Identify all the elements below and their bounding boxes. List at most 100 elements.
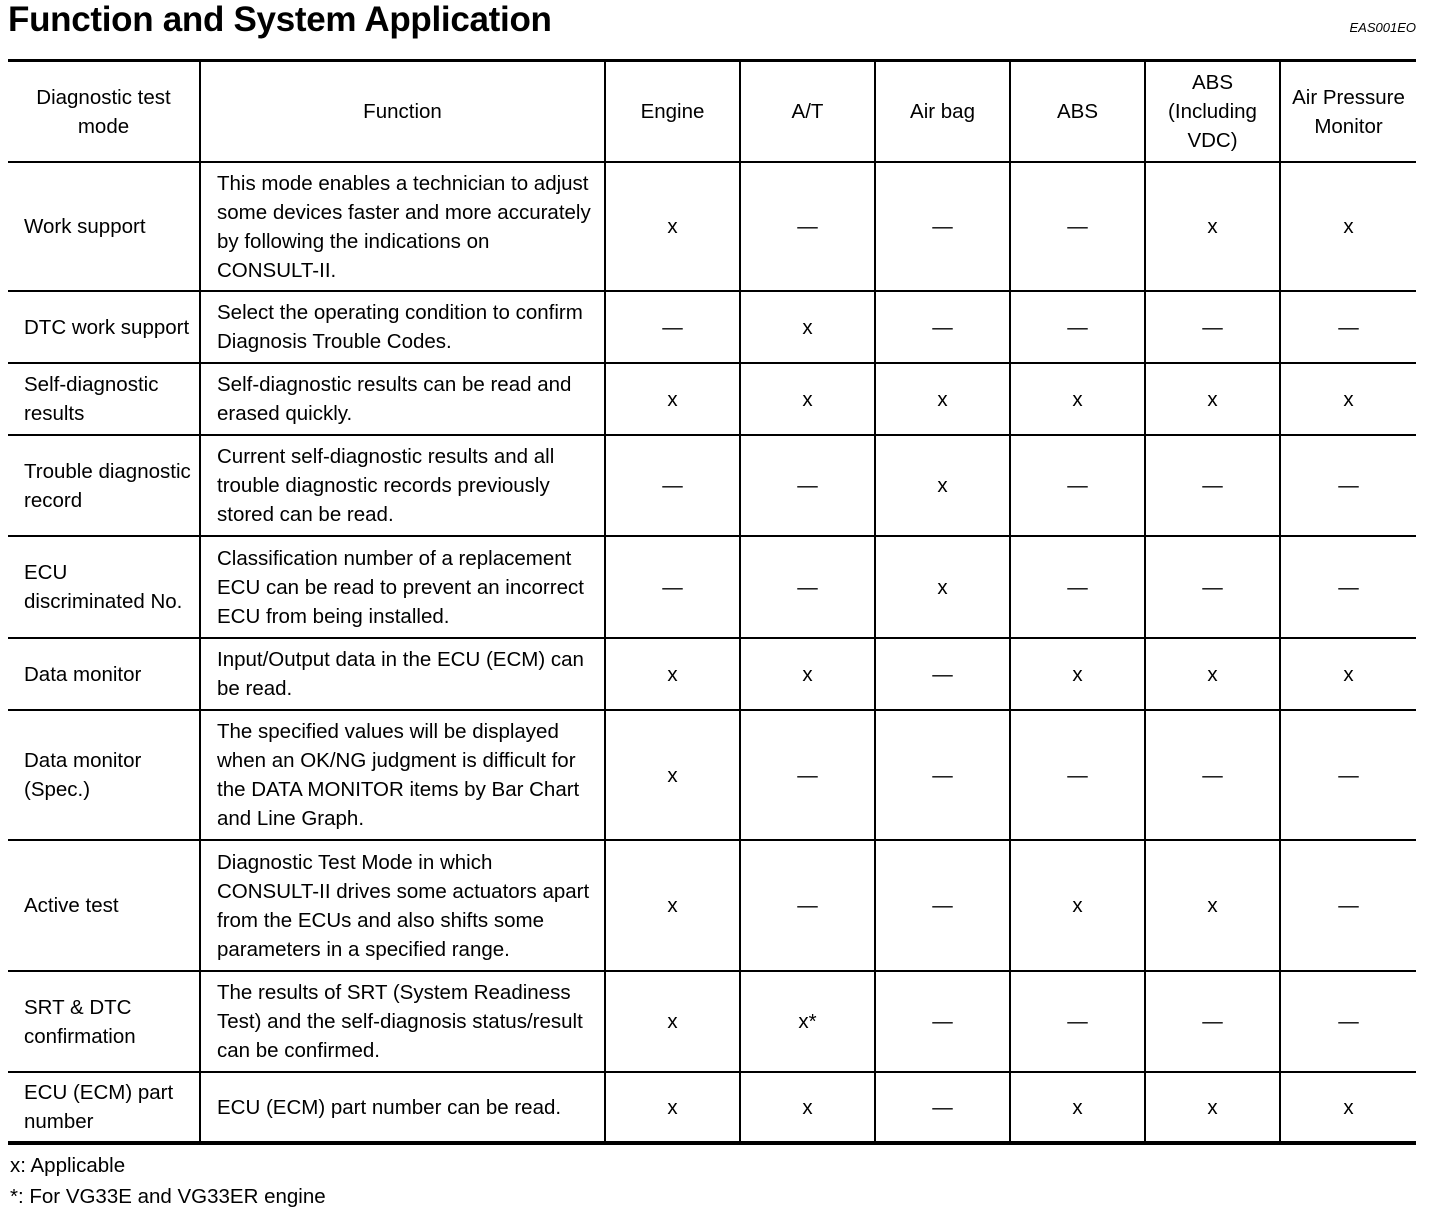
applicability-cell: x <box>1009 1071 1145 1143</box>
table-row: ECU (ECM) part number ECU (ECM) part numb… <box>8 1071 1416 1143</box>
applicability-cell: — <box>739 839 875 971</box>
header-mode: Diagnostic test mode <box>8 60 200 163</box>
applicability-cell: x <box>604 362 740 435</box>
table-row: Active test Diagnostic Test Mode in which… <box>8 839 1416 971</box>
applicability-cell: x <box>874 362 1010 435</box>
mode-cell: DTC work support <box>8 290 200 363</box>
function-cell: Classification number of a replacement E… <box>199 535 605 638</box>
function-cell: Input/Output data in the ECU (ECM) can b… <box>199 637 605 710</box>
table-row: Data monitor Input/Output data in the ECU… <box>8 637 1416 710</box>
applicability-cell: x <box>1009 362 1145 435</box>
applicability-cell: x <box>1279 637 1416 710</box>
applicability-cell: x <box>1144 362 1280 435</box>
applicability-cell: — <box>874 709 1010 840</box>
applicability-cell: — <box>874 161 1010 291</box>
mode-cell: Data monitor <box>8 637 200 710</box>
function-cell: Self-diagnostic results can be read and … <box>199 362 605 435</box>
header-air-pressure: Air Pressure Monitor <box>1279 60 1416 163</box>
applicability-cell: — <box>739 709 875 840</box>
table-row: Work support This mode enables a technici… <box>8 161 1416 291</box>
function-cell: The specified values will be displayed w… <box>199 709 605 840</box>
table-notes: x: Applicable *: For VG33E and VG33ER en… <box>10 1150 326 1212</box>
applicability-cell: x <box>604 970 740 1072</box>
applicability-cell: — <box>604 535 740 638</box>
applicability-cell: — <box>1279 839 1416 971</box>
table-row: SRT & DTC confirmation The results of SRT… <box>8 970 1416 1072</box>
header-airbag: Air bag <box>874 60 1010 163</box>
applicability-cell: x <box>874 434 1010 536</box>
applicability-cell: — <box>1279 290 1416 363</box>
applicability-cell: — <box>1144 709 1280 840</box>
applicability-cell: x <box>874 535 1010 638</box>
document-code: EAS001EO <box>1349 20 1417 35</box>
applicability-cell: x <box>739 362 875 435</box>
applicability-cell: x <box>1009 839 1145 971</box>
function-cell: This mode enables a technician to adjust… <box>199 161 605 291</box>
table-row: Self-diagnostic results Self-diagnostic r… <box>8 362 1416 435</box>
header-function: Function <box>199 60 605 163</box>
applicability-cell: x* <box>739 970 875 1072</box>
applicability-cell: — <box>1009 434 1145 536</box>
applicability-cell: — <box>1009 970 1145 1072</box>
table-row: DTC work support Select the operating con… <box>8 290 1416 363</box>
applicability-cell: x <box>1144 839 1280 971</box>
function-cell: The results of SRT (System Readiness Tes… <box>199 970 605 1072</box>
applicability-cell: x <box>604 709 740 840</box>
header-engine: Engine <box>604 60 740 163</box>
applicability-cell: — <box>1009 535 1145 638</box>
applicability-cell: x <box>1279 1071 1416 1143</box>
applicability-cell: x <box>1144 161 1280 291</box>
applicability-cell: x <box>604 637 740 710</box>
applicability-cell: — <box>1009 161 1145 291</box>
applicability-cell: x <box>604 1071 740 1143</box>
applicability-cell: x <box>1279 161 1416 291</box>
applicability-cell: — <box>1144 970 1280 1072</box>
applicability-cell: — <box>1009 290 1145 363</box>
applicability-cell: — <box>1009 709 1145 840</box>
function-cell: Diagnostic Test Mode in which CONSULT-II… <box>199 839 605 971</box>
applicability-cell: — <box>1279 709 1416 840</box>
table-row: Trouble diagnostic record Current self-di… <box>8 434 1416 536</box>
applicability-cell: x <box>739 290 875 363</box>
applicability-cell: — <box>604 290 740 363</box>
applicability-cell: x <box>1009 637 1145 710</box>
mode-cell: ECU discriminated No. <box>8 535 200 638</box>
mode-cell: Work support <box>8 161 200 291</box>
applicability-cell: — <box>874 1071 1010 1143</box>
applicability-cell: x <box>1144 637 1280 710</box>
note-applicable: x: Applicable <box>10 1154 126 1177</box>
header-abs: ABS <box>1009 60 1145 163</box>
applicability-cell: x <box>739 637 875 710</box>
mode-cell: Self-diagnostic results <box>8 362 200 435</box>
function-application-table: Diagnostic test mode Function Engine A/T Air… <box>8 59 1416 1145</box>
function-cell: Select the operating condition to confir… <box>199 290 605 363</box>
applicability-cell: — <box>1279 535 1416 638</box>
header-at: A/T <box>739 60 875 163</box>
applicability-cell: x <box>1279 362 1416 435</box>
note-engine: *: For VG33E and VG33ER engine <box>10 1185 326 1208</box>
applicability-cell: — <box>874 839 1010 971</box>
applicability-cell: — <box>874 637 1010 710</box>
function-cell: ECU (ECM) part number can be read. <box>199 1071 605 1143</box>
mode-cell: ECU (ECM) part number <box>8 1071 200 1143</box>
applicability-cell: x <box>604 839 740 971</box>
mode-cell: SRT & DTC confirmation <box>8 970 200 1072</box>
table-row: Data monitor (Spec.) The specified values… <box>8 709 1416 840</box>
applicability-cell: — <box>1279 434 1416 536</box>
applicability-cell: — <box>739 535 875 638</box>
applicability-cell: — <box>1144 535 1280 638</box>
applicability-cell: — <box>1144 290 1280 363</box>
applicability-cell: — <box>874 970 1010 1072</box>
table-row: ECU discriminated No. Classification numb… <box>8 535 1416 638</box>
applicability-cell: x <box>604 161 740 291</box>
applicability-cell: — <box>1279 970 1416 1072</box>
applicability-cell: — <box>604 434 740 536</box>
applicability-cell: x <box>739 1071 875 1143</box>
page-title: Function and System Application <box>8 0 552 39</box>
applicability-cell: — <box>739 161 875 291</box>
applicability-cell: — <box>874 290 1010 363</box>
mode-cell: Data monitor (Spec.) <box>8 709 200 840</box>
header-abs-vdc: ABS (Including VDC) <box>1144 60 1280 163</box>
applicability-cell: — <box>739 434 875 536</box>
function-cell: Current self-diagnostic results and all … <box>199 434 605 536</box>
